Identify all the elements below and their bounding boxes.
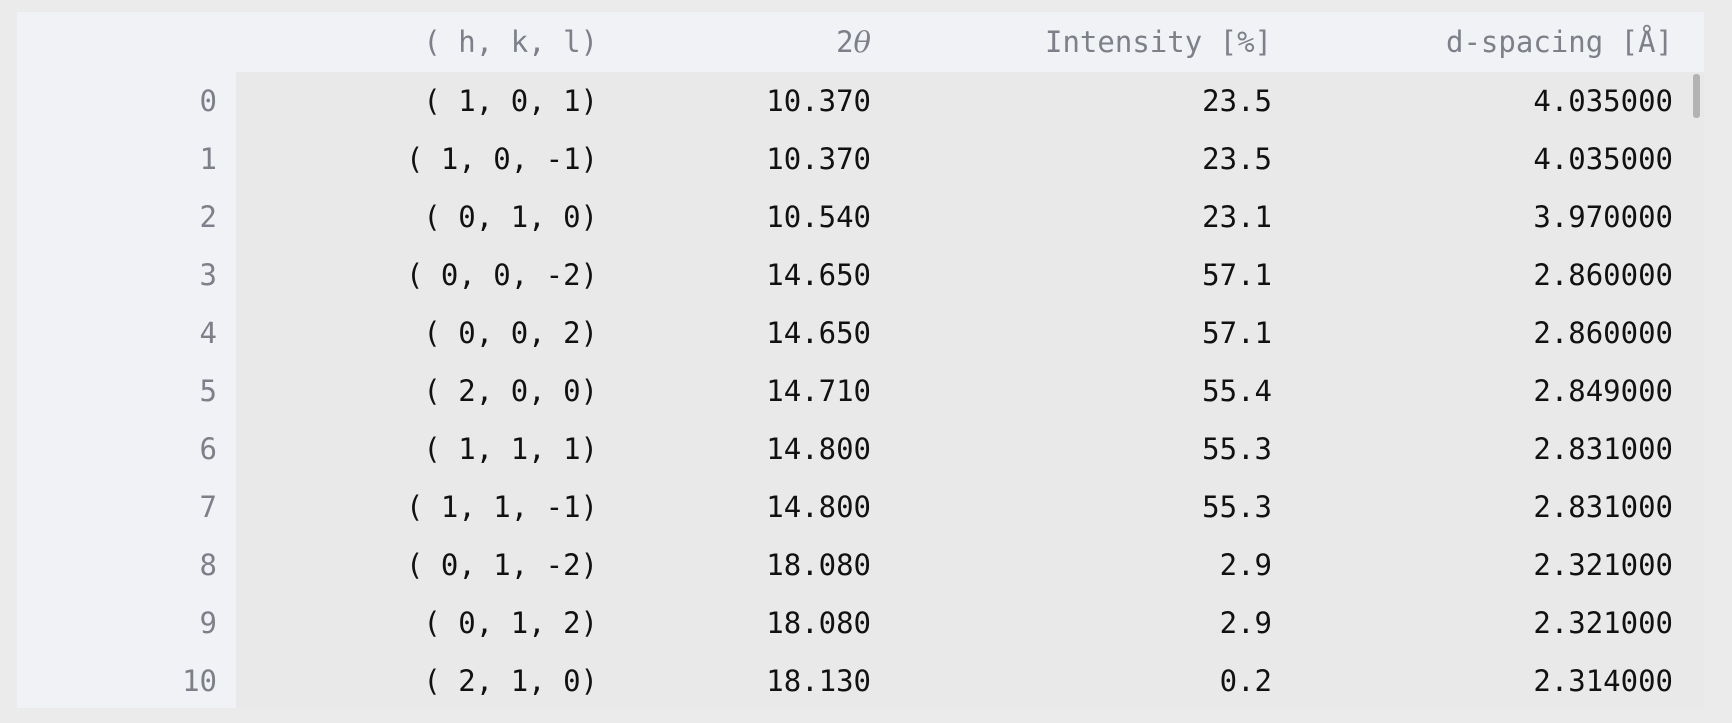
cell-two-theta[interactable]: 10.370 — [766, 142, 871, 176]
cell-intensity[interactable]: 57.1 — [1202, 258, 1272, 292]
cell-d-spacing[interactable]: 2.321000 — [1533, 606, 1673, 640]
index-column — [17, 72, 236, 708]
vertical-scrollbar[interactable] — [1693, 74, 1700, 118]
table-header: ( h, k, l) 2θ Intensity [%] d-spacing [Å… — [17, 12, 1704, 72]
cell-hkl[interactable]: ( 0, 0, -2) — [405, 258, 598, 292]
header-hkl[interactable]: ( h, k, l) — [423, 25, 598, 59]
cell-two-theta[interactable]: 18.080 — [766, 548, 871, 582]
cell-two-theta[interactable]: 18.130 — [766, 664, 871, 698]
cell-d-spacing[interactable]: 2.860000 — [1533, 258, 1673, 292]
cell-intensity[interactable]: 23.5 — [1202, 84, 1272, 118]
header-index — [17, 12, 217, 72]
row-index: 1 — [199, 142, 217, 176]
cell-hkl[interactable]: ( 0, 1, 0) — [423, 200, 598, 234]
cell-intensity[interactable]: 55.3 — [1202, 432, 1272, 466]
cell-intensity[interactable]: 57.1 — [1202, 316, 1272, 350]
row-index: 6 — [199, 432, 217, 466]
cell-d-spacing[interactable]: 4.035000 — [1533, 142, 1673, 176]
cell-hkl[interactable]: ( 0, 1, 2) — [423, 606, 598, 640]
cell-d-spacing[interactable]: 4.035000 — [1533, 84, 1673, 118]
cell-d-spacing[interactable]: 2.321000 — [1533, 548, 1673, 582]
row-index: 2 — [199, 200, 217, 234]
cell-two-theta[interactable]: 14.710 — [766, 374, 871, 408]
cell-hkl[interactable]: ( 0, 1, -2) — [405, 548, 598, 582]
reflection-table: ( h, k, l) 2θ Intensity [%] d-spacing [Å… — [17, 12, 1704, 708]
row-index: 0 — [199, 84, 217, 118]
cell-hkl[interactable]: ( 1, 1, -1) — [405, 490, 598, 524]
cell-two-theta[interactable]: 14.800 — [766, 490, 871, 524]
table-body — [236, 72, 1704, 708]
cell-two-theta[interactable]: 10.540 — [766, 200, 871, 234]
cell-d-spacing[interactable]: 2.860000 — [1533, 316, 1673, 350]
cell-intensity[interactable]: 55.4 — [1202, 374, 1272, 408]
cell-two-theta[interactable]: 18.080 — [766, 606, 871, 640]
header-intensity[interactable]: Intensity [%] — [1045, 25, 1272, 59]
cell-hkl[interactable]: ( 1, 0, -1) — [405, 142, 598, 176]
cell-intensity[interactable]: 55.3 — [1202, 490, 1272, 524]
header-d-spacing[interactable]: d-spacing [Å] — [1446, 25, 1673, 59]
row-index: 3 — [199, 258, 217, 292]
cell-two-theta[interactable]: 14.650 — [766, 316, 871, 350]
cell-hkl[interactable]: ( 2, 1, 0) — [423, 664, 598, 698]
row-index: 7 — [199, 490, 217, 524]
cell-hkl[interactable]: ( 0, 0, 2) — [423, 316, 598, 350]
cell-d-spacing[interactable]: 2.314000 — [1533, 664, 1673, 698]
row-index: 9 — [199, 606, 217, 640]
cell-two-theta[interactable]: 14.650 — [766, 258, 871, 292]
cell-intensity[interactable]: 0.2 — [1219, 664, 1272, 698]
header-two-theta[interactable]: 2θ — [598, 12, 871, 72]
cell-d-spacing[interactable]: 2.831000 — [1533, 490, 1673, 524]
cell-intensity[interactable]: 23.5 — [1202, 142, 1272, 176]
cell-d-spacing[interactable]: 2.849000 — [1533, 374, 1673, 408]
row-index: 10 — [182, 664, 217, 698]
cell-intensity[interactable]: 2.9 — [1219, 548, 1272, 582]
cell-hkl[interactable]: ( 1, 1, 1) — [423, 432, 598, 466]
cell-hkl[interactable]: ( 1, 0, 1) — [423, 84, 598, 118]
cell-two-theta[interactable]: 10.370 — [766, 84, 871, 118]
theta-symbol: θ — [853, 25, 871, 59]
two-theta-prefix: 2 — [836, 25, 854, 59]
row-index: 4 — [199, 316, 217, 350]
cell-d-spacing[interactable]: 2.831000 — [1533, 432, 1673, 466]
cell-d-spacing[interactable]: 3.970000 — [1533, 200, 1673, 234]
cell-hkl[interactable]: ( 2, 0, 0) — [423, 374, 598, 408]
cell-intensity[interactable]: 23.1 — [1202, 200, 1272, 234]
cell-two-theta[interactable]: 14.800 — [766, 432, 871, 466]
row-index: 8 — [199, 548, 217, 582]
cell-intensity[interactable]: 2.9 — [1219, 606, 1272, 640]
row-index: 5 — [199, 374, 217, 408]
